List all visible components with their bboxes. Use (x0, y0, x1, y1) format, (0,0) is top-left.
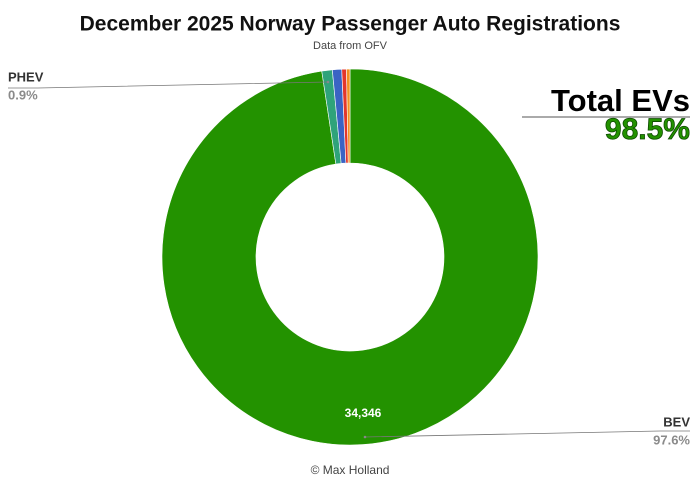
slice (346, 68, 351, 164)
leader-dot (363, 435, 367, 439)
chart-subtitle: Data from OFV (313, 40, 388, 52)
slice-value-label: 97.6% (653, 432, 690, 447)
annotation-value: 98.5% (605, 113, 690, 146)
count-label: 34,346 (345, 406, 382, 420)
annotation-label: Total EVs (551, 83, 690, 118)
leader-line (364, 430, 690, 438)
leader-line (8, 81, 329, 89)
labels: BEV 97.6% PHEV 0.9% 34,346 (8, 69, 690, 447)
slice-value-label: 0.9% (8, 87, 38, 102)
credit: © Max Holland (311, 463, 390, 477)
chart-title: December 2025 Norway Passenger Auto Regi… (80, 13, 621, 36)
leader-dot (326, 80, 330, 84)
slice (161, 68, 539, 446)
slice-label: BEV (663, 414, 690, 429)
slice-label: PHEV (8, 69, 44, 84)
slices (161, 68, 539, 446)
